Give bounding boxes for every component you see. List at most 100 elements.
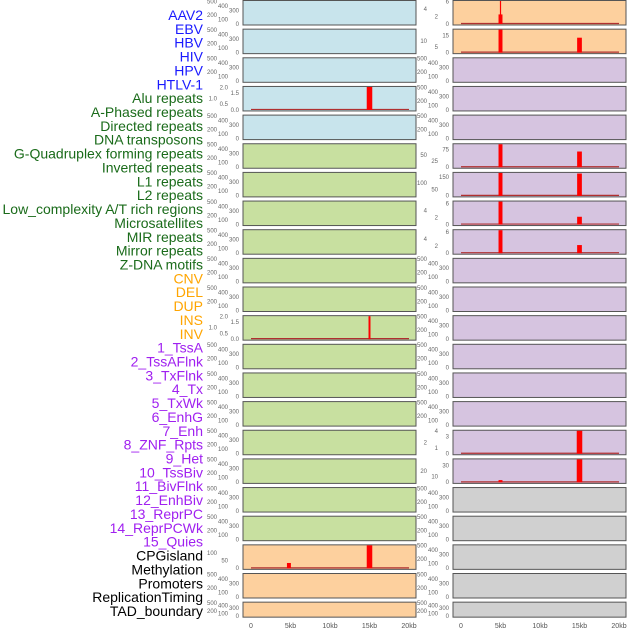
y-tick-label: 30: [442, 463, 449, 469]
track-label: HBV: [174, 35, 203, 51]
signal-bar: [286, 562, 291, 569]
track-label: DEL: [176, 284, 203, 300]
track-label: 14_ReprPCWk: [110, 520, 204, 536]
y-tick-label: 100: [218, 46, 229, 52]
y-tick-label: 200: [417, 357, 428, 363]
y-tick-label: 500: [207, 229, 218, 235]
y-tick-label: 200: [207, 443, 218, 449]
track-label: 11_BivFlnk: [135, 478, 204, 494]
panel-background: [452, 544, 627, 570]
track-label: Microsatellites: [114, 215, 203, 231]
y-tick-label: 100: [428, 361, 439, 367]
y-tick-label: 300: [229, 180, 240, 186]
y-tick-label: 200: [207, 500, 218, 506]
x-tick-label: 0: [459, 623, 463, 630]
y-tick-label: 300: [229, 238, 240, 244]
y-tick-label: 500: [207, 171, 218, 177]
y-tick-label: 6: [446, 0, 450, 5]
y-tick-label: 0: [446, 136, 450, 142]
panel-background: [452, 0, 627, 26]
track-label: INV: [180, 326, 204, 342]
y-tick-label: 200: [417, 70, 428, 76]
y-tick-label: 400: [428, 405, 439, 411]
track-label: HTLV-1: [157, 76, 204, 92]
panel-background: [242, 315, 417, 341]
panel-background: [242, 85, 417, 112]
y-tick-label: 500: [207, 343, 218, 349]
y-tick-label: 300: [229, 524, 240, 530]
y-tick-label: 300: [229, 409, 240, 415]
y-tick-label: 400: [428, 290, 439, 296]
y-tick-label: 200: [207, 529, 218, 535]
track-panel-right-5: 0 25 50 75: [420, 143, 627, 171]
y-tick-label: 500: [207, 372, 218, 378]
y-tick-label: 100: [428, 275, 439, 281]
y-tick-label: 25: [431, 159, 438, 165]
panel-background: [452, 601, 627, 618]
y-tick-label: 1.5: [231, 91, 240, 97]
y-tick-label: 0: [446, 280, 450, 286]
y-tick-label: 400: [218, 118, 229, 124]
panel-background: [242, 200, 417, 227]
y-tick-label: 300: [229, 152, 240, 158]
signal-bar: [577, 151, 582, 168]
y-tick-label: 10: [420, 39, 427, 45]
y-tick-label: 200: [207, 242, 218, 248]
signal-bar: [577, 173, 582, 196]
y-tick-label: 400: [428, 376, 439, 382]
track-label: Inverted repeats: [102, 159, 203, 175]
panel-background: [242, 257, 417, 284]
signal-bar: [498, 29, 503, 53]
y-tick-label: 100: [428, 132, 439, 138]
track-label: 15_Quies: [143, 534, 203, 550]
panel-background: [452, 286, 627, 312]
y-tick-label: 300: [229, 438, 240, 444]
y-tick-label: 500: [417, 400, 428, 406]
y-tick-label: 200: [207, 385, 218, 391]
y-tick-label: 300: [439, 409, 450, 415]
panel-background: [242, 28, 417, 55]
y-tick-label: 50: [431, 187, 438, 193]
track-label: Mirror repeats: [116, 243, 203, 259]
y-tick-label: 50: [420, 153, 427, 159]
y-tick-label: 0: [236, 280, 240, 286]
track-label: ReplicationTiming: [92, 589, 203, 605]
panel-background: [452, 143, 627, 169]
x-tick-label: 20kb: [401, 623, 416, 630]
y-tick-label: 0: [446, 308, 450, 314]
y-tick-label: 4: [424, 209, 428, 215]
y-tick-label: 500: [417, 114, 428, 120]
track-label: L1 repeats: [137, 173, 203, 189]
y-tick-label: 0: [446, 79, 450, 85]
x-tick-label: 20kb: [611, 623, 626, 630]
y-tick-label: 400: [218, 290, 229, 296]
y-tick-label: 500: [417, 257, 428, 263]
y-tick-label: 0.5: [220, 331, 229, 337]
track-label: 10_TssBiv: [139, 464, 203, 480]
y-tick-label: 1.0: [209, 97, 218, 103]
track-label: Z-DNA motifs: [120, 256, 203, 272]
track-panel-right-15: 0 1 2 3 4: [424, 429, 627, 458]
y-tick-label: 6: [446, 202, 450, 208]
y-tick-label: 500: [207, 286, 218, 292]
y-tick-label: 500: [417, 314, 428, 320]
y-tick-label: 0: [446, 480, 450, 486]
y-tick-label: 0: [236, 394, 240, 400]
y-tick-label: 400: [218, 462, 229, 468]
